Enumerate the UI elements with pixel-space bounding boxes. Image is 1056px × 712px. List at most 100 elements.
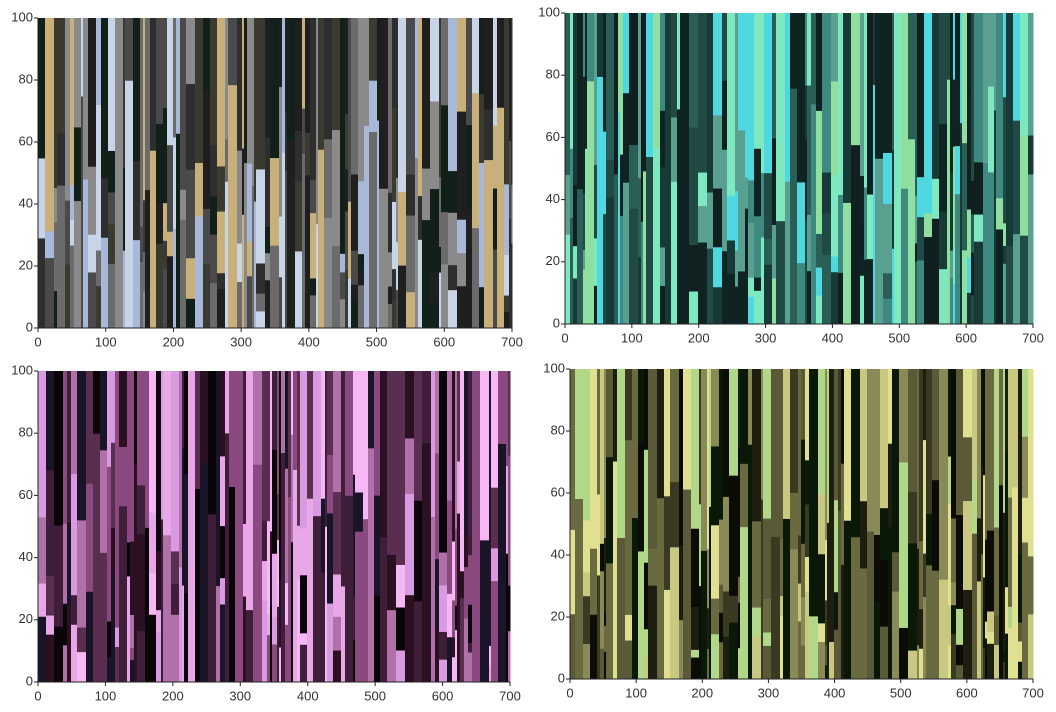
pixel-strip bbox=[985, 369, 988, 541]
pixel-strip bbox=[143, 252, 146, 293]
pixel-strip bbox=[291, 371, 294, 436]
pixel-strip bbox=[923, 553, 927, 598]
pixel-strip bbox=[638, 257, 642, 325]
pixel-strip bbox=[939, 124, 948, 180]
pixel-strip bbox=[186, 18, 196, 85]
pixel-strip bbox=[983, 577, 986, 610]
pixel-strip bbox=[272, 644, 278, 683]
pixel-strip bbox=[464, 535, 469, 568]
pixel-strip bbox=[398, 191, 407, 267]
pixel-strip bbox=[801, 369, 806, 441]
pixel-strip bbox=[967, 257, 972, 294]
pixel-strip bbox=[618, 112, 621, 325]
pixel-strip bbox=[472, 18, 480, 94]
pixel-strip bbox=[333, 492, 342, 576]
pixel-strip bbox=[761, 499, 764, 680]
pixel-strip bbox=[625, 614, 633, 642]
pixel-strip bbox=[880, 369, 889, 509]
pixel-strip bbox=[1006, 245, 1014, 325]
pixel-strip bbox=[363, 371, 369, 520]
pixel-strip bbox=[281, 371, 286, 454]
pixel-strip bbox=[479, 244, 485, 288]
pixel-strip bbox=[807, 271, 812, 325]
pixel-strip bbox=[701, 369, 708, 552]
pixel-strip bbox=[145, 18, 151, 191]
pixel-strip bbox=[171, 614, 180, 683]
pixel-strip bbox=[282, 18, 286, 154]
pixel-strip bbox=[125, 80, 134, 183]
pixel-strip bbox=[738, 648, 741, 680]
pixel-strip bbox=[1022, 497, 1029, 544]
pixel-strip bbox=[894, 13, 902, 94]
pixel-strip bbox=[380, 537, 388, 683]
pixel-strip bbox=[679, 620, 684, 680]
pixel-strip bbox=[71, 474, 78, 522]
pixel-strip bbox=[698, 13, 708, 174]
pixel-strip bbox=[875, 158, 884, 325]
pixel-strip bbox=[396, 289, 399, 329]
pixel-strip bbox=[150, 18, 157, 93]
pixel-strip bbox=[448, 212, 458, 266]
pixel-strip bbox=[983, 163, 989, 325]
pixel-strip bbox=[363, 519, 369, 683]
pixel-strip bbox=[300, 371, 308, 530]
pixel-strip bbox=[149, 512, 157, 574]
pixel-strip bbox=[156, 123, 164, 204]
pixel-strip bbox=[406, 174, 416, 217]
pixel-strip bbox=[967, 209, 972, 258]
pixel-strip bbox=[430, 18, 440, 102]
pixel-strip bbox=[441, 212, 449, 265]
pixel-strip bbox=[358, 270, 365, 286]
pixel-strip bbox=[270, 570, 273, 607]
pixel-strip bbox=[441, 18, 449, 106]
pixel-strip bbox=[333, 574, 342, 618]
pixel-strip bbox=[509, 141, 512, 220]
pixel-strip bbox=[396, 650, 406, 683]
x-tick-label: 200 bbox=[163, 334, 185, 349]
pixel-strip bbox=[575, 498, 584, 680]
pixel-strip bbox=[216, 371, 221, 554]
pixel-strip bbox=[783, 369, 791, 520]
pixel-strip bbox=[353, 657, 356, 683]
pixel-strip bbox=[603, 214, 607, 325]
pixel-strip bbox=[994, 527, 1000, 617]
pixel-strip bbox=[670, 482, 680, 548]
pixel-strip bbox=[237, 150, 243, 245]
pixel-strip bbox=[606, 457, 614, 524]
pixel-strip bbox=[200, 462, 209, 683]
pixel-strip bbox=[119, 506, 128, 683]
pixel-strip bbox=[962, 143, 968, 251]
pixel-strip bbox=[163, 240, 168, 270]
pixel-strip bbox=[763, 598, 772, 634]
pixel-strip bbox=[951, 605, 957, 635]
pixel-strip bbox=[38, 158, 46, 239]
pixel-strip bbox=[422, 220, 431, 329]
pixel-strip bbox=[392, 201, 397, 270]
pixel-strip bbox=[305, 132, 311, 176]
pixel-strip bbox=[287, 18, 296, 141]
pixel-strip bbox=[983, 13, 989, 112]
pixel-strip bbox=[707, 633, 710, 650]
pixel-strip bbox=[149, 614, 157, 683]
pixel-strip bbox=[282, 153, 286, 329]
pixel-strip bbox=[156, 632, 162, 683]
pixel-strip bbox=[414, 601, 423, 683]
pixel-strip bbox=[291, 434, 294, 543]
pixel-strip bbox=[707, 369, 710, 550]
pixel-strip bbox=[396, 177, 399, 243]
pixel-strip bbox=[867, 259, 874, 325]
pixel-strip bbox=[665, 77, 672, 146]
pixel-strip bbox=[664, 369, 671, 497]
pixel-strip bbox=[388, 304, 393, 329]
pixel-strip bbox=[699, 369, 702, 452]
pixel-strip bbox=[985, 539, 988, 623]
pixel-strip bbox=[180, 18, 187, 191]
pixel-strip bbox=[302, 153, 306, 329]
pixel-strip bbox=[764, 13, 773, 174]
pixel-strip bbox=[623, 93, 630, 184]
pixel-strip bbox=[729, 595, 739, 624]
pixel-strip bbox=[926, 369, 933, 515]
pixel-strip bbox=[892, 248, 895, 273]
pixel-strip bbox=[441, 264, 449, 329]
pixel-strip bbox=[638, 442, 645, 552]
